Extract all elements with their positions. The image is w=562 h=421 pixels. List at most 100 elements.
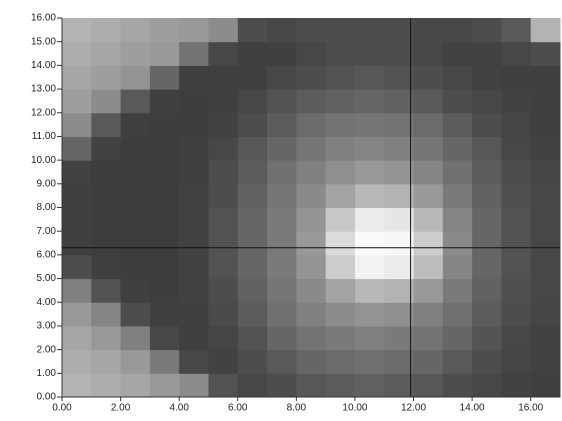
heat-cell <box>150 113 180 137</box>
heat-cell <box>443 184 473 208</box>
heat-cell <box>150 326 180 350</box>
heat-cell <box>414 208 444 232</box>
heat-cell <box>150 184 180 208</box>
heat-cell <box>384 113 414 137</box>
heat-cell <box>179 255 209 279</box>
x-tick-label: 0.00 <box>52 403 72 414</box>
heat-cell <box>384 373 414 397</box>
heat-cell <box>472 231 502 255</box>
heat-cell <box>443 136 473 160</box>
heat-cell <box>62 18 92 42</box>
heat-cell <box>267 113 297 137</box>
heat-cell <box>238 113 268 137</box>
heat-cell <box>501 160 531 184</box>
heat-cell <box>501 279 531 303</box>
heat-cell <box>355 18 385 42</box>
heat-cell <box>355 350 385 374</box>
heat-cell <box>501 302 531 326</box>
heat-cell <box>472 255 502 279</box>
heat-cell <box>472 184 502 208</box>
heat-cell <box>267 18 297 42</box>
x-tick-label: 16.00 <box>518 403 543 414</box>
heat-cell <box>150 208 180 232</box>
heat-cell <box>267 279 297 303</box>
heat-cell <box>296 373 326 397</box>
heat-cell <box>91 255 121 279</box>
heat-cell <box>326 350 356 374</box>
heat-cell <box>355 89 385 113</box>
heat-cell <box>238 136 268 160</box>
heat-cell <box>91 136 121 160</box>
heat-cell <box>296 65 326 89</box>
heat-cell <box>208 184 238 208</box>
heat-cell <box>267 326 297 350</box>
heat-cell <box>443 160 473 184</box>
heat-cell <box>501 65 531 89</box>
heat-cell <box>384 184 414 208</box>
heat-cell <box>443 18 473 42</box>
heat-cell <box>443 350 473 374</box>
heat-cell <box>208 42 238 66</box>
heat-cell <box>384 18 414 42</box>
heat-cell <box>501 326 531 350</box>
heat-cell <box>296 255 326 279</box>
heat-cell <box>179 184 209 208</box>
heat-cell <box>443 208 473 232</box>
heat-cell <box>62 255 92 279</box>
heat-cell <box>355 184 385 208</box>
heat-cell <box>472 113 502 137</box>
heat-cell <box>384 160 414 184</box>
heat-cell <box>238 231 268 255</box>
heat-cell <box>326 136 356 160</box>
heat-cell <box>355 160 385 184</box>
heat-cell <box>296 231 326 255</box>
heat-cell <box>150 160 180 184</box>
heat-cell <box>121 302 151 326</box>
heat-cell <box>179 326 209 350</box>
heat-cell <box>501 89 531 113</box>
heat-cell <box>355 373 385 397</box>
heat-cell <box>472 326 502 350</box>
heat-cell <box>91 113 121 137</box>
y-tick-label: 11.00 <box>32 131 57 142</box>
y-tick-label: 12.00 <box>31 107 56 118</box>
heat-cell <box>384 65 414 89</box>
heat-cell <box>472 208 502 232</box>
heat-cell <box>326 255 356 279</box>
heat-cell <box>121 231 151 255</box>
heat-cell <box>91 302 121 326</box>
heat-cell <box>384 42 414 66</box>
heat-cell <box>443 326 473 350</box>
heat-cell <box>62 136 92 160</box>
y-tick-label: 7.00 <box>37 226 57 237</box>
heat-cell <box>62 302 92 326</box>
heat-cell <box>150 136 180 160</box>
heat-cell <box>501 208 531 232</box>
heat-cell <box>121 136 151 160</box>
heat-cell <box>121 160 151 184</box>
heat-cell <box>384 231 414 255</box>
heat-cell <box>238 279 268 303</box>
y-tick-label: 2.00 <box>37 344 57 355</box>
heat-cell <box>296 136 326 160</box>
heat-cell <box>355 208 385 232</box>
heat-cell <box>414 326 444 350</box>
heat-cell <box>296 42 326 66</box>
heat-cell <box>238 373 268 397</box>
heat-cell <box>296 184 326 208</box>
heat-cell <box>121 18 151 42</box>
heat-cell <box>121 89 151 113</box>
heat-cell <box>208 350 238 374</box>
heat-cell <box>414 279 444 303</box>
heat-cell <box>355 65 385 89</box>
y-tick-label: 8.00 <box>37 202 57 213</box>
heat-cell <box>472 42 502 66</box>
heat-cell <box>179 231 209 255</box>
heat-cell <box>472 160 502 184</box>
heat-cell <box>531 279 561 303</box>
heat-cell <box>62 326 92 350</box>
heat-cell <box>443 42 473 66</box>
heat-cell <box>91 279 121 303</box>
heat-cell <box>414 136 444 160</box>
heat-cell <box>238 208 268 232</box>
